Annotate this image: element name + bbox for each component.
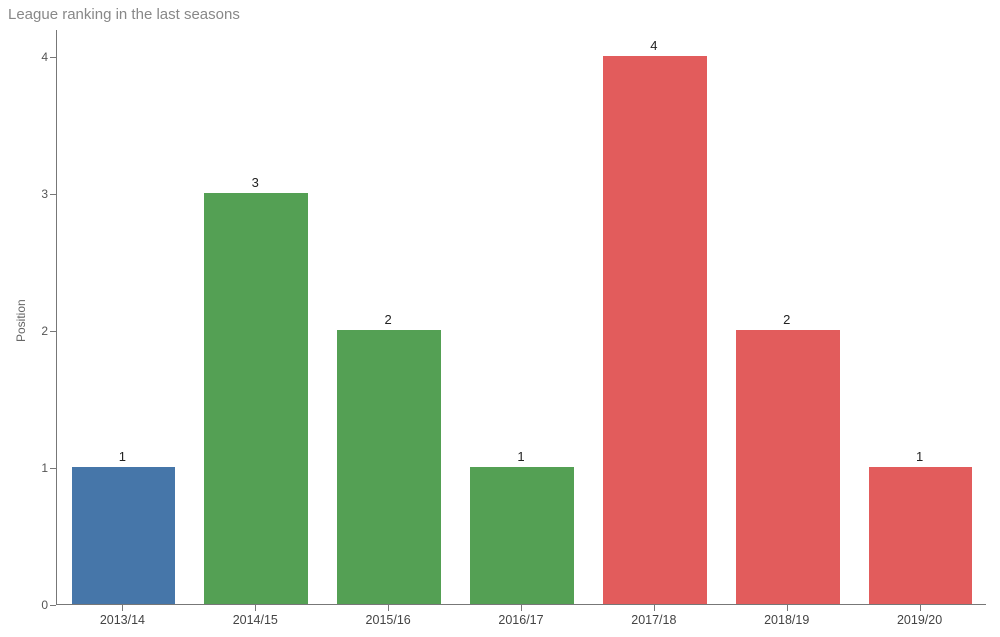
bar-value-label: 1 <box>916 449 923 464</box>
x-tick-label: 2015/16 <box>366 613 411 627</box>
x-tick-label: 2016/17 <box>498 613 543 627</box>
bar <box>470 467 574 604</box>
y-tick-mark <box>50 57 56 58</box>
y-tick-label: 4 <box>18 50 48 64</box>
x-tick-mark <box>787 605 788 611</box>
x-tick-mark <box>521 605 522 611</box>
y-tick-mark <box>50 468 56 469</box>
bar-value-label: 2 <box>783 312 790 327</box>
y-tick-label: 0 <box>18 598 48 612</box>
bar-value-label: 1 <box>119 449 126 464</box>
chart-title: League ranking in the last seasons <box>8 6 240 23</box>
y-tick-label: 1 <box>18 461 48 475</box>
bar <box>72 467 176 604</box>
bar-value-label: 4 <box>650 38 657 53</box>
x-tick-label: 2014/15 <box>233 613 278 627</box>
bar <box>204 193 308 604</box>
bar-value-label: 3 <box>252 175 259 190</box>
x-tick-mark <box>654 605 655 611</box>
y-tick-mark <box>50 605 56 606</box>
y-tick-label: 2 <box>18 324 48 338</box>
bar <box>603 56 707 604</box>
x-tick-label: 2019/20 <box>897 613 942 627</box>
x-tick-label: 2013/14 <box>100 613 145 627</box>
plot-area <box>56 30 986 605</box>
x-tick-label: 2017/18 <box>631 613 676 627</box>
x-tick-mark <box>388 605 389 611</box>
bar-value-label: 2 <box>385 312 392 327</box>
x-tick-label: 2018/19 <box>764 613 809 627</box>
chart-container: League ranking in the last seasons Posit… <box>0 0 1000 637</box>
bar <box>337 330 441 604</box>
bar-value-label: 1 <box>517 449 524 464</box>
bar <box>736 330 840 604</box>
y-tick-mark <box>50 194 56 195</box>
x-tick-mark <box>122 605 123 611</box>
bar <box>869 467 973 604</box>
x-tick-mark <box>920 605 921 611</box>
x-tick-mark <box>255 605 256 611</box>
y-tick-label: 3 <box>18 187 48 201</box>
y-tick-mark <box>50 331 56 332</box>
